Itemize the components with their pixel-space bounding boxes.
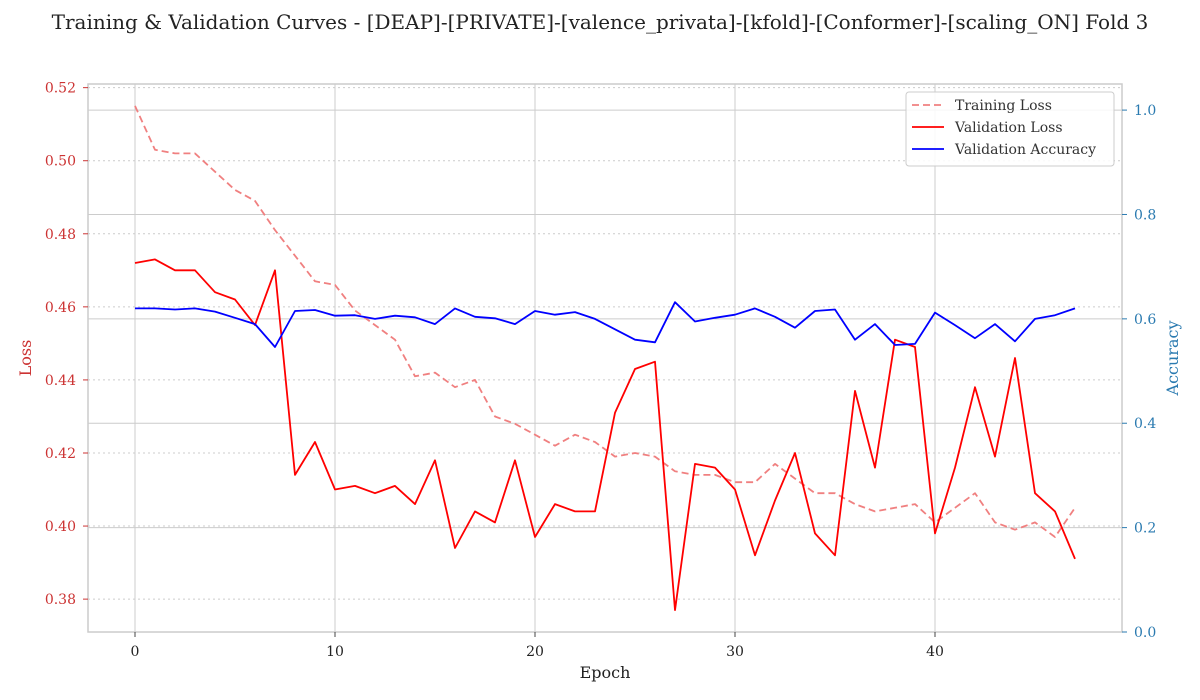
- y-left-tick-label: 0.50: [45, 154, 76, 170]
- series-line-training-loss: [134, 105, 1076, 538]
- y-right-tick-label: 0.8: [1134, 207, 1156, 223]
- legend: Training Loss Validation Loss Validation A…: [905, 91, 1115, 167]
- x-tick-label: 10: [326, 644, 344, 660]
- legend-label: Validation Accuracy: [954, 142, 1096, 158]
- y-left-tick-label: 0.48: [45, 227, 76, 243]
- y-left-tick-label: 0.52: [45, 81, 76, 97]
- y-left-tick-label: 0.40: [45, 519, 76, 535]
- y-axis-left: 0.38 0.40 0.42 0.44 0.46 0.48 0.50 0.52: [45, 81, 88, 608]
- y-left-tick-label: 0.38: [45, 592, 76, 608]
- legend-box: [905, 91, 1115, 167]
- y-right-tick-label: 0.6: [1134, 312, 1156, 328]
- y-axis-left-label: Loss: [16, 340, 35, 377]
- legend-label: Training Loss: [955, 98, 1052, 114]
- y-left-tick-label: 0.46: [45, 300, 76, 316]
- x-axis-label: Epoch: [580, 663, 631, 682]
- series-line-validation-accuracy: [135, 301, 1076, 348]
- x-tick-label: 20: [526, 644, 544, 660]
- plot-frame: [87, 83, 1123, 633]
- y-right-tick-label: 1.0: [1134, 103, 1156, 119]
- x-axis: 0 10 20 30 40: [131, 632, 944, 660]
- x-tick-label: 30: [726, 644, 744, 660]
- legend-label: Validation Loss: [954, 120, 1063, 136]
- y-axis-right-label: Accuracy: [1163, 321, 1182, 397]
- y-axis-right: 0.0 0.2 0.4 0.6 0.8 1.0: [1122, 103, 1156, 641]
- x-tick-label: 0: [131, 644, 140, 660]
- y-left-tick-label: 0.44: [45, 373, 76, 389]
- y-right-tick-label: 0.0: [1134, 625, 1156, 641]
- y-right-tick-label: 0.4: [1134, 416, 1156, 432]
- y-right-tick-label: 0.2: [1134, 521, 1156, 537]
- series-layer: [134, 105, 1076, 611]
- chart-title: Training & Validation Curves - [DEAP]-[P…: [52, 10, 1149, 34]
- y-left-tick-label: 0.42: [45, 446, 76, 462]
- series-line-validation-loss: [134, 258, 1076, 611]
- x-tick-label: 40: [926, 644, 944, 660]
